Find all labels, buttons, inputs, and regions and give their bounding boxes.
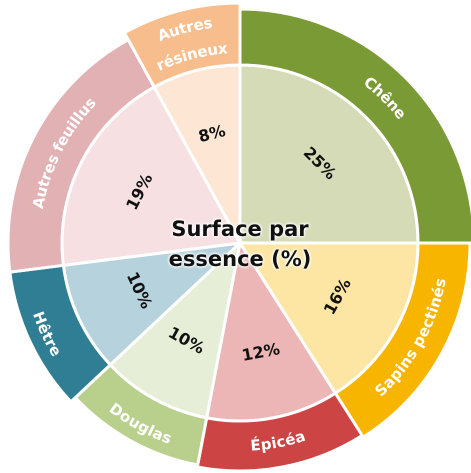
- slice-ring: [122, 1, 242, 90]
- chart-title: Surface par essence (%): [168, 217, 312, 271]
- slice-ring: [238, 7, 471, 245]
- slice-ring: [333, 241, 471, 440]
- slice-ring: [195, 391, 365, 473]
